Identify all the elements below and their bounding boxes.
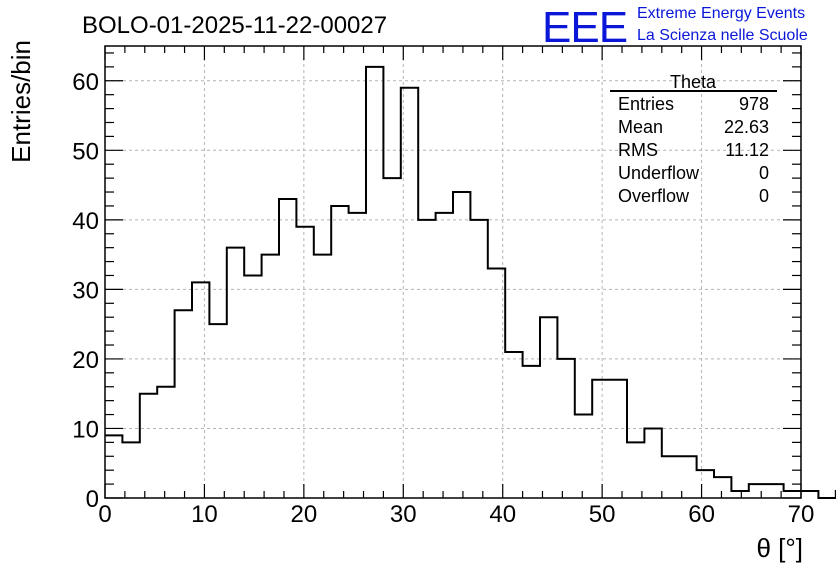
chart-title: BOLO-01-2025-11-22-00027 [82, 12, 387, 39]
x-tick-label: 20 [291, 501, 318, 528]
x-axis-title: θ [°] [756, 533, 803, 563]
y-tick-label: 20 [72, 347, 99, 374]
y-tick-label: 10 [72, 416, 99, 443]
y-tick-label: 60 [72, 69, 99, 96]
axis-ticks [104, 46, 802, 499]
eee-logo-line1: Extreme Energy Events [637, 5, 805, 22]
y-tick-label: 0 [86, 486, 99, 513]
y-axis-title: Entries/bin [6, 40, 36, 163]
grid-lines [105, 46, 801, 498]
x-tick-label: 10 [191, 501, 218, 528]
stats-row-value: 22.63 [724, 117, 769, 137]
eee-logo-mark: EEE [542, 3, 627, 52]
stats-box-rows: Entries 978 Mean 22.63 RMS 11.12 Underflow 0 Ove… [618, 94, 769, 206]
stats-row-label: Overflow [618, 186, 690, 206]
eee-logo: EEE Extreme Energy Events La Scienza nel… [542, 3, 808, 52]
stats-row-label: Mean [618, 117, 663, 137]
x-tick-label: 50 [589, 501, 616, 528]
stats-row-value: 0 [759, 163, 769, 183]
stats-row-value: 11.12 [725, 140, 769, 160]
histogram-step-line [105, 65, 836, 499]
stats-row-label: RMS [618, 140, 658, 160]
y-tick-label: 30 [72, 277, 99, 304]
plot-frame-rect [104, 45, 802, 499]
y-tick-label: 40 [72, 208, 99, 235]
stats-row-label: Underflow [618, 163, 700, 183]
x-tick-label: 40 [489, 501, 516, 528]
x-tick-label: 0 [98, 501, 111, 528]
stats-row-value: 0 [759, 186, 769, 206]
x-tick-label: 60 [688, 501, 715, 528]
axis-tick-labels: 0 10 20 30 40 50 60 70 0 10 20 30 40 50 60 [72, 69, 814, 528]
x-tick-label: 70 [788, 501, 815, 528]
stats-box-title: Theta [670, 72, 717, 92]
x-tick-label: 30 [390, 501, 417, 528]
plot-frame [104, 45, 802, 499]
y-tick-label: 50 [72, 138, 99, 165]
eee-logo-line2: La Scienza nelle Scuole [637, 27, 808, 44]
histogram-series [105, 65, 836, 499]
stats-row-value: 978 [739, 94, 769, 114]
stats-box: Theta Entries 978 Mean 22.63 RMS 11.12 Underfl… [610, 72, 777, 206]
stats-row-label: Entries [618, 94, 674, 114]
